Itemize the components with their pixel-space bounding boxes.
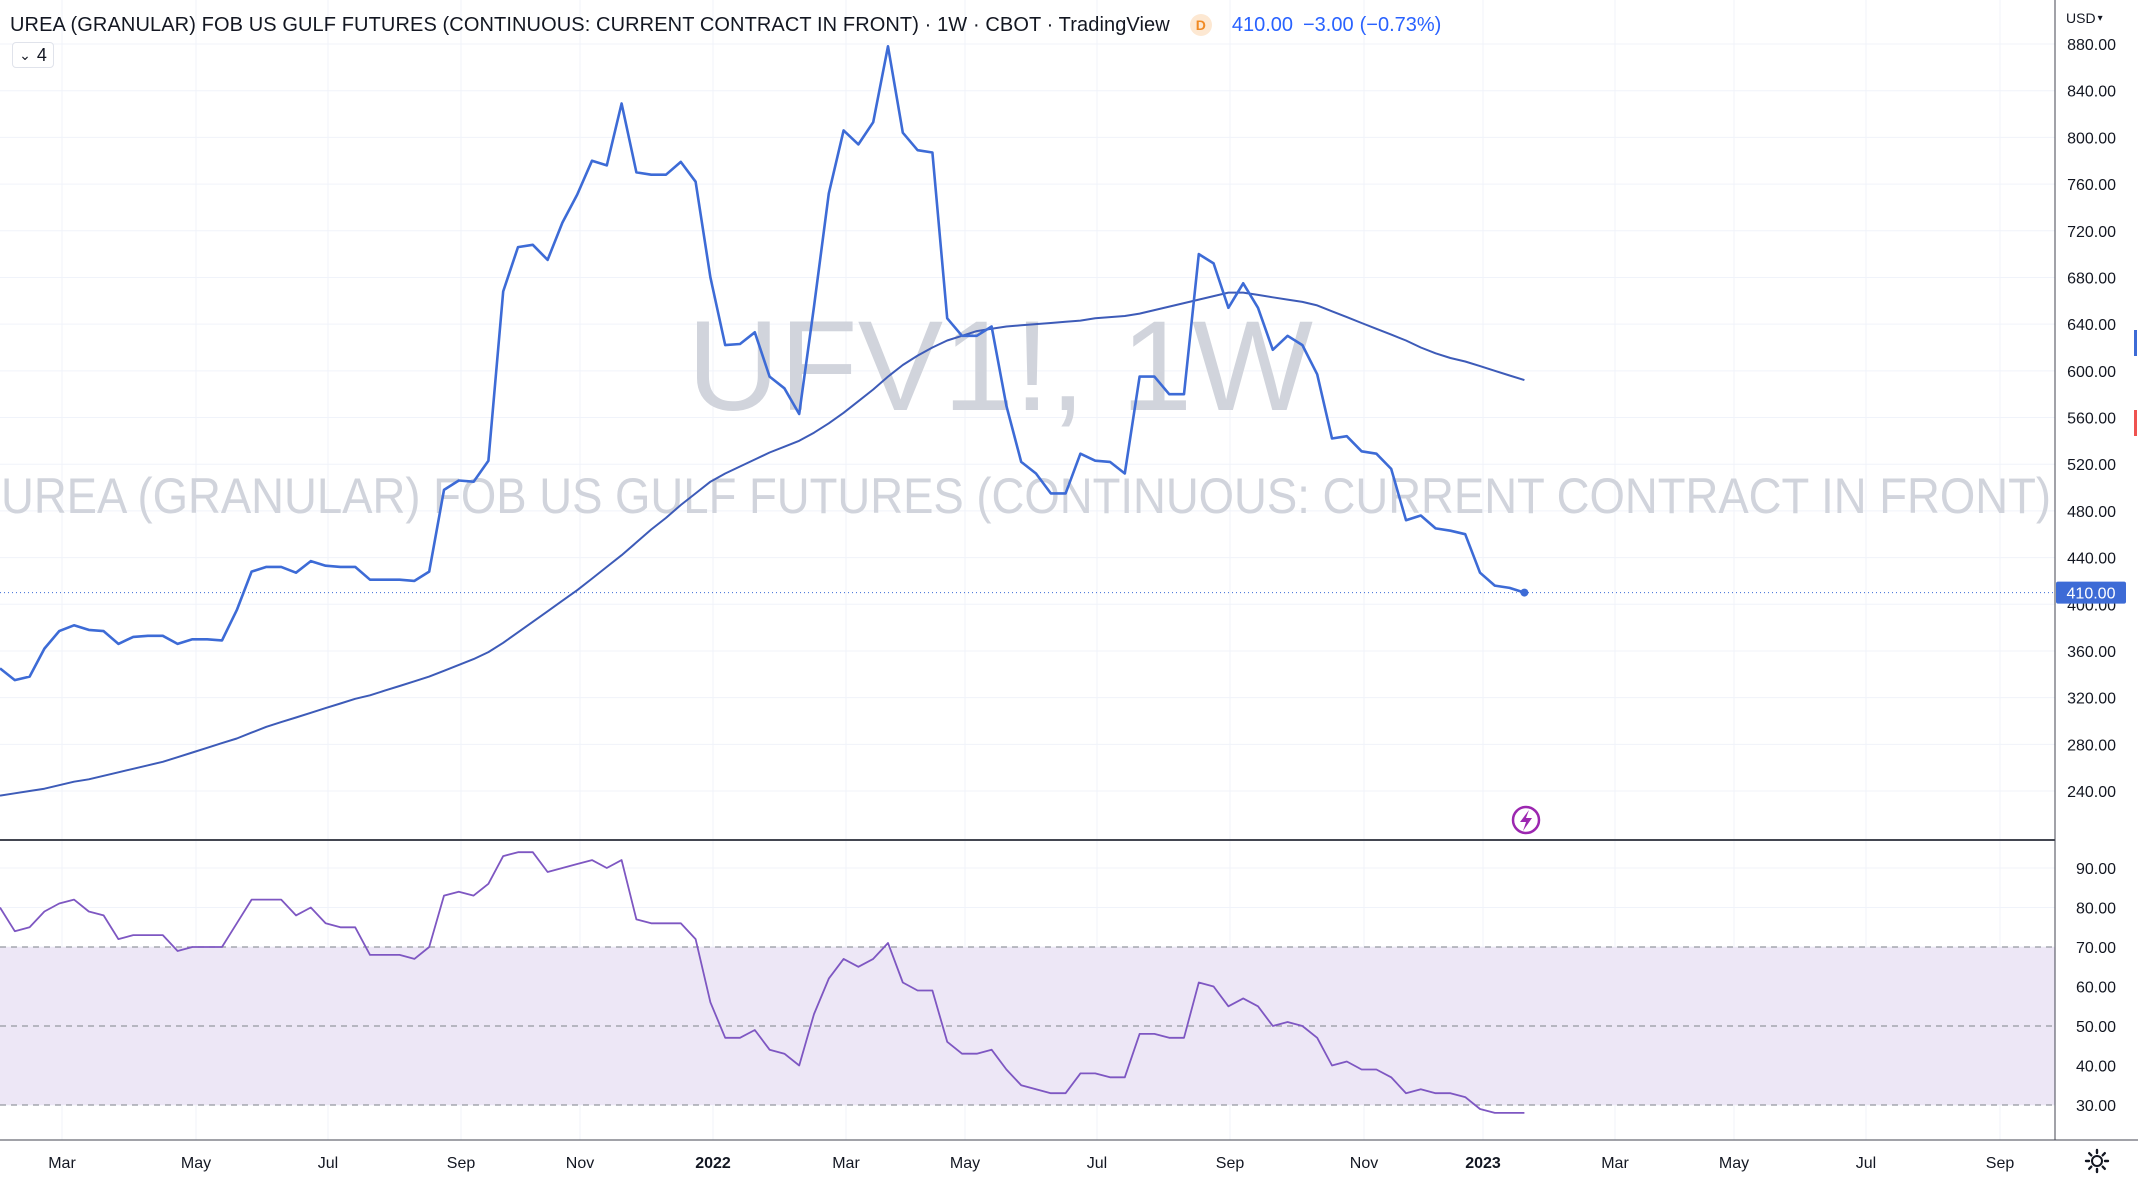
last-price-label: 410.00 [2067,586,2116,603]
price-axis-label: 840.00 [2067,84,2116,101]
time-axis-label: Mar [832,1155,860,1172]
rsi-band [0,946,2055,1106]
flash-icon[interactable] [1511,805,1541,835]
last-price-label-bg [2056,581,2126,604]
price-axis-label: 440.00 [2067,551,2116,568]
last-price-marker [1520,588,1529,597]
currency-selector[interactable]: USD ▾ [2066,7,2103,29]
price-axis-label: 600.00 [2067,364,2116,381]
time-axis-label: Jul [1087,1155,1107,1172]
delayed-data-badge[interactable]: D [1189,14,1212,36]
price-change: −3.00 [1303,13,1354,36]
chart-header: UREA (GRANULAR) FOB US GULF FUTURES (CON… [10,11,1441,39]
gear-icon[interactable] [2083,1147,2111,1175]
price-axis-label: 560.00 [2067,411,2116,428]
price-axis-label: 720.00 [2067,224,2116,241]
time-axis-label: May [1719,1155,1749,1172]
price-axis-label: 360.00 [2067,644,2116,661]
time-axis-label: Mar [48,1155,76,1172]
last-price: 410.00 [1231,13,1293,36]
price-axis-label: 240.00 [2067,784,2116,801]
time-axis-label: May [181,1155,211,1172]
price-axis-label: 480.00 [2067,504,2116,521]
rsi-line [0,851,1525,1114]
symbol-title[interactable]: UREA (GRANULAR) FOB US GULF FUTURES (CON… [10,13,1170,36]
price-axis-label: 800.00 [2067,130,2116,147]
time-axis-label: Mar [1601,1155,1629,1172]
price-change-percent: (−0.73%) [1359,13,1442,36]
rsi-axis-label: 40.00 [2076,1059,2116,1076]
rsi-axis-label: 30.00 [2076,1098,2116,1115]
time-axis-label: Sep [447,1155,476,1172]
time-axis-label: Jul [318,1155,338,1172]
time-axis-label: Jul [1856,1155,1876,1172]
price-axis-label: 320.00 [2067,691,2116,708]
watermark-name: UREA (GRANULAR) FOB US GULF FUTURES (CON… [1,468,2051,524]
price-axis-label: 760.00 [2067,177,2116,194]
indicators-collapse-button[interactable]: ⌄ 4 [12,42,54,68]
price-line [0,44,1525,682]
chevron-down-icon: ⌄ [19,46,31,63]
price-axis-label: 680.00 [2067,270,2116,287]
series-group [0,44,2055,1114]
rsi-axis-label: 80.00 [2076,901,2116,918]
scale-marker [2134,410,2137,436]
rsi-axis-label: 90.00 [2076,861,2116,878]
price-axis: 240.00280.00320.00360.00400.00440.00480.… [0,0,2138,1141]
price-axis-label: 520.00 [2067,457,2116,474]
chevron-down-icon: ▾ [2097,12,2103,24]
indicators-count: 4 [36,44,47,65]
scale-marker [2134,330,2137,356]
time-axis-label: May [950,1155,980,1172]
moving-average-line [0,291,1525,797]
time-axis-label: Nov [566,1155,594,1172]
price-axis-label: 640.00 [2067,317,2116,334]
time-axis-label: 2022 [695,1155,731,1172]
rsi-axis-label: 70.00 [2076,940,2116,957]
time-axis-label: Sep [1216,1155,1245,1172]
price-axis-label: 280.00 [2067,737,2116,754]
price-axis-label: 880.00 [2067,37,2116,54]
currency-label: USD [2066,10,2096,26]
time-axis: Mar May Jul Sep Nov 2022 Mar May Jul Sep Nov 2023 Ma… [48,1155,2014,1172]
time-axis-label: 2023 [1465,1155,1501,1172]
time-axis-label: Sep [1986,1155,2015,1172]
time-axis-label: Nov [1350,1155,1378,1172]
rsi-axis-label: 60.00 [2076,980,2116,997]
rsi-axis-label: 50.00 [2076,1019,2116,1036]
